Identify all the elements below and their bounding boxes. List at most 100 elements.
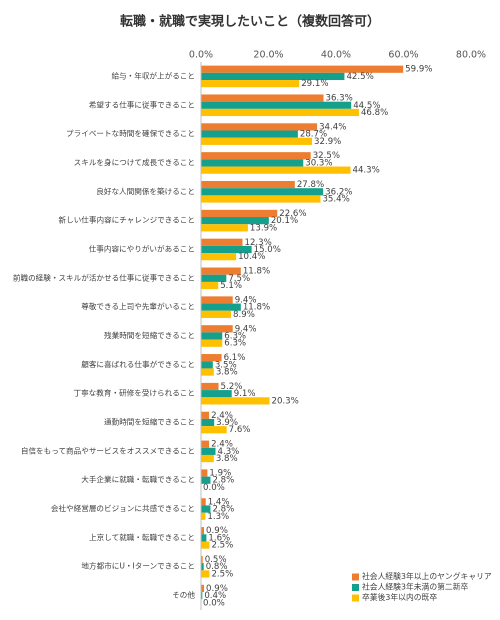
value-label: 0.8%: [206, 562, 228, 572]
category-label: スキルを身につけて成長できること: [74, 157, 195, 167]
bar: [201, 498, 206, 506]
value-label: 2.4%: [211, 411, 233, 421]
value-label: 7.6%: [229, 425, 251, 435]
bar: [201, 390, 232, 398]
value-label: 7.5%: [228, 274, 250, 284]
value-label: 0.0%: [203, 598, 225, 608]
value-label: 3.9%: [216, 418, 238, 428]
value-label: 4.3%: [218, 447, 240, 457]
value-label: 3.5%: [215, 360, 237, 370]
legend-label: 卒業後3年以内の既卒: [362, 592, 437, 602]
value-label: 2.4%: [211, 440, 233, 450]
value-label: 1.6%: [208, 533, 230, 543]
bar: [201, 253, 237, 261]
bar: [201, 101, 352, 109]
bar: [201, 159, 304, 167]
category-label: その他: [172, 590, 195, 600]
bar: [201, 505, 211, 513]
category-label: 顧客に喜ばれる仕事ができること: [81, 359, 195, 369]
value-label: 30.3%: [305, 158, 332, 168]
bar: [201, 354, 222, 362]
bar: [201, 166, 351, 174]
value-label: 6.3%: [224, 339, 246, 349]
category-label: 大手企業に就職・転職できること: [81, 474, 195, 484]
value-label: 9.1%: [234, 389, 256, 399]
value-label: 27.8%: [297, 180, 324, 190]
bar: [201, 296, 233, 304]
value-label: 20.3%: [272, 396, 299, 406]
value-label: 34.4%: [319, 122, 346, 132]
x-tick-label: 0.0%: [189, 50, 213, 61]
bar: [201, 332, 223, 340]
bar: [201, 217, 269, 225]
bar: [201, 65, 404, 73]
value-label: 2.5%: [211, 569, 233, 579]
bar: [201, 361, 213, 369]
x-tick-label: 40.0%: [321, 50, 351, 61]
category-label: 上京して就職・転職できること: [89, 532, 195, 542]
bar: [201, 137, 313, 145]
value-label: 2.8%: [212, 476, 234, 486]
value-label: 36.3%: [326, 94, 353, 104]
legend-swatch: [352, 594, 359, 602]
bar: [201, 274, 227, 282]
value-label: 8.9%: [233, 310, 255, 320]
bar: [201, 94, 324, 102]
bar: [201, 195, 321, 203]
bar: [201, 469, 208, 477]
category-label: 希望する仕事に従事できること: [89, 99, 195, 109]
category-label: 尊敬できる上司や先輩がいること: [81, 301, 195, 311]
value-label: 0.5%: [205, 555, 227, 565]
bar: [201, 382, 219, 391]
value-label: 9.4%: [235, 324, 257, 334]
value-label: 44.3%: [353, 166, 380, 176]
bar: [201, 123, 318, 131]
bar: [201, 591, 203, 600]
legend-label: 社会人経験3年未満の第二新卒: [362, 582, 469, 592]
value-label: 9.4%: [235, 295, 257, 305]
bar: [201, 108, 359, 117]
value-label: 28.7%: [300, 130, 327, 140]
bar: [201, 130, 298, 138]
category-label: 通勤時間を短縮できること: [104, 417, 195, 427]
bar: [201, 310, 232, 318]
value-label: 1.4%: [208, 497, 230, 507]
value-label: 6.1%: [224, 353, 246, 363]
bar: [201, 512, 206, 520]
bar: [201, 527, 205, 535]
bar: [201, 555, 203, 564]
bar: [201, 152, 311, 160]
value-label: 29.1%: [301, 79, 328, 89]
bar: [201, 426, 227, 434]
value-label: 0.9%: [206, 526, 228, 536]
value-label: 11.8%: [243, 267, 270, 277]
value-label: 0.0%: [203, 483, 225, 493]
bar: [201, 209, 278, 218]
category-label: プライベートな時間を確保できること: [66, 128, 195, 138]
category-label: 会社や経営層のビジョンに共感できること: [51, 503, 195, 513]
value-label: 6.3%: [224, 332, 246, 342]
value-label: 35.4%: [322, 194, 349, 204]
x-tick-label: 20.0%: [253, 50, 283, 61]
value-label: 0.9%: [206, 584, 228, 594]
category-label: 新しい仕事内容にチャレンジできること: [59, 215, 195, 225]
value-label: 20.1%: [271, 216, 298, 226]
bar: [201, 267, 241, 275]
bar: [201, 339, 223, 347]
bar: [201, 397, 270, 405]
bar: [201, 188, 324, 196]
bar: [201, 180, 295, 189]
value-label: 32.9%: [314, 137, 341, 147]
value-label: 59.9%: [405, 65, 432, 75]
value-label: 11.8%: [243, 303, 270, 313]
bar: [201, 440, 210, 448]
value-label: 15.0%: [254, 245, 281, 255]
value-label: 10.4%: [238, 252, 265, 262]
value-label: 22.6%: [279, 209, 306, 219]
category-label: 丁寧な教育・研修を受けられること: [74, 388, 196, 398]
category-label: 良好な人間関係を築けること: [96, 186, 195, 196]
bar: [201, 534, 207, 542]
bar: [201, 325, 233, 333]
chart-title: 転職・就職で実現したいこと（複数回答可）: [120, 14, 380, 30]
value-label: 3.8%: [216, 454, 238, 464]
